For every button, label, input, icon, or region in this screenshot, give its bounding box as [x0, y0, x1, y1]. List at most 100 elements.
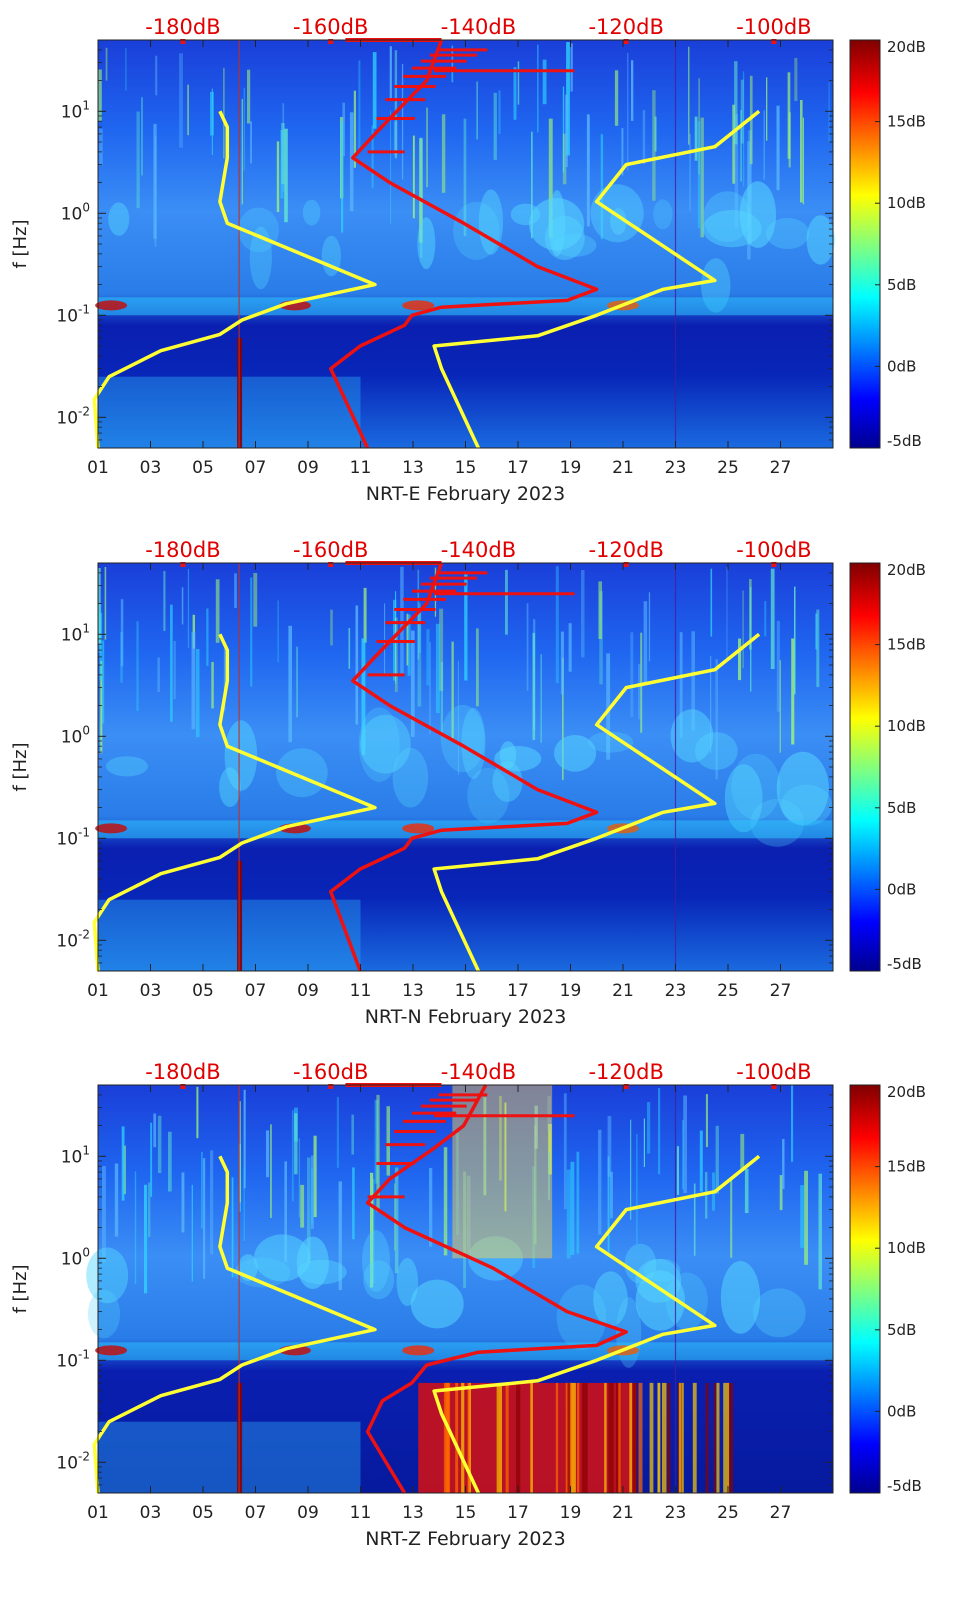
spectrogram-burst — [787, 72, 791, 159]
spectrogram-burst — [764, 601, 767, 637]
spectrogram-burst — [441, 114, 446, 193]
spectrogram-burst — [476, 628, 479, 707]
colorbar-tick-label: 0dB — [887, 357, 916, 375]
spectrogram-burst — [150, 1122, 153, 1197]
lowfreq-stripe — [667, 1382, 671, 1493]
top-db-label: -180dB — [145, 1060, 220, 1084]
x-tick-label: 09 — [297, 981, 319, 1001]
colorbar — [849, 39, 881, 449]
lowfreq-stripe — [649, 1382, 654, 1493]
spectrogram-burst — [740, 1133, 745, 1170]
spectrogram-burst — [683, 1095, 687, 1193]
spectrogram-burst — [466, 1175, 471, 1254]
spectrogram-blob — [478, 189, 503, 255]
spectrogram-burst — [540, 654, 542, 743]
colorbar-tick-label: 5dB — [887, 276, 916, 294]
spectrogram-burst — [363, 587, 367, 643]
spectrogram-burst — [700, 117, 704, 238]
spectrogram-burst — [353, 90, 356, 168]
lowfreq-stripe — [632, 1382, 638, 1493]
spectrogram-burst — [330, 609, 333, 646]
spectrogram-burst — [586, 114, 590, 227]
y-tick-label: 101 — [61, 621, 90, 645]
spectrogram-burst — [742, 590, 744, 669]
spectrogram-burst — [642, 110, 646, 165]
spectrogram-burst — [102, 1166, 106, 1263]
spectrogram-burst — [163, 571, 166, 631]
spectrogram-burst — [429, 642, 432, 734]
top-db-label: -100dB — [736, 15, 811, 39]
spectrogram-blob — [302, 199, 321, 226]
spectrogram-burst — [284, 1161, 287, 1262]
top-db-label: -160dB — [293, 538, 368, 562]
lowfreq-stripe — [577, 1382, 580, 1493]
spectrogram-burst — [738, 638, 742, 681]
top-db-label: -100dB — [736, 538, 811, 562]
colorbar-tick-label: 10dB — [887, 194, 926, 212]
x-tick-label: 15 — [455, 458, 477, 478]
spectrogram-burst — [307, 1157, 311, 1263]
spectrogram-burst — [734, 114, 739, 229]
spectrogram-burst — [284, 128, 288, 223]
spectrogram-burst — [191, 631, 196, 730]
spectrogram-burst — [370, 1172, 374, 1288]
spectrogram-burst — [195, 649, 200, 738]
y-tick-label: 100 — [61, 1245, 90, 1269]
spectrogram-burst — [243, 87, 245, 171]
spectrogram-burst — [676, 1146, 679, 1195]
spectrogram-burst — [439, 608, 444, 691]
y-tick-label: 10-2 — [56, 404, 90, 428]
spectrogram-blob — [590, 184, 644, 243]
x-tick-label: 03 — [140, 981, 162, 1001]
spectrogram-blob — [635, 1270, 685, 1331]
spectrogram-burst — [734, 61, 738, 145]
spectrogram-burst — [794, 57, 798, 101]
spectrogram-blob — [396, 1258, 419, 1306]
spectrogram-blob — [752, 1288, 806, 1338]
top-axis-marker — [623, 562, 629, 567]
spectrogram-texture — [95, 563, 833, 971]
lowfreq-stripe — [604, 1382, 607, 1493]
spectrogram-burst — [636, 1134, 638, 1245]
spectrogram-burst — [100, 660, 103, 754]
x-tick-label: 25 — [717, 1503, 739, 1523]
spectrogram-blob — [362, 1230, 390, 1292]
spectrogram-blob — [360, 714, 411, 774]
spectrogram-burst — [102, 640, 105, 724]
spectrogram-burst — [417, 609, 422, 707]
spectrogram-burst — [157, 657, 160, 692]
spectrogram-blob — [548, 190, 566, 257]
highfreq-yellow — [452, 1085, 553, 1259]
spectrogram-burst — [499, 1096, 502, 1181]
spectrogram-burst — [726, 567, 728, 660]
colorbar-tick-label: 15dB — [887, 636, 926, 654]
spectrogram-burst — [504, 1102, 507, 1212]
colorbar-tick-label: 0dB — [887, 1402, 916, 1420]
spectrogram-burst — [266, 1130, 270, 1178]
spectrogram-blob — [296, 1236, 329, 1290]
spectrogram-blob — [224, 720, 258, 791]
top-axis-marker — [328, 39, 334, 44]
spectrogram-burst — [234, 573, 237, 608]
spectrogram-burst — [136, 111, 140, 209]
top-axis-marker — [771, 1084, 777, 1089]
y-tick-label: 10-2 — [56, 1449, 90, 1473]
spectrogram-burst — [313, 1135, 317, 1218]
spectrogram-burst — [570, 1161, 575, 1255]
x-tick-label: 13 — [402, 1503, 424, 1523]
spectrogram-blob — [492, 761, 523, 802]
colorbar-tick-label: -5dB — [887, 432, 922, 450]
y-axis-label: f [Hz] — [10, 742, 31, 791]
spectrogram-burst — [341, 121, 344, 233]
spectrogram-burst — [658, 1088, 661, 1175]
spectrogram-burst — [181, 1172, 185, 1233]
spectrogram-burst — [239, 1101, 241, 1203]
spectrogram-blob — [253, 1234, 311, 1282]
spectrogram-burst — [196, 1086, 199, 1139]
spectrogram-blob — [363, 1260, 395, 1300]
spectrogram-burst — [694, 116, 698, 161]
spectrogram-blob — [467, 767, 510, 824]
spectrogram-burst — [270, 1124, 272, 1218]
colorbar-tick-label: 5dB — [887, 799, 916, 817]
lowfreq-stripe — [629, 1382, 633, 1493]
